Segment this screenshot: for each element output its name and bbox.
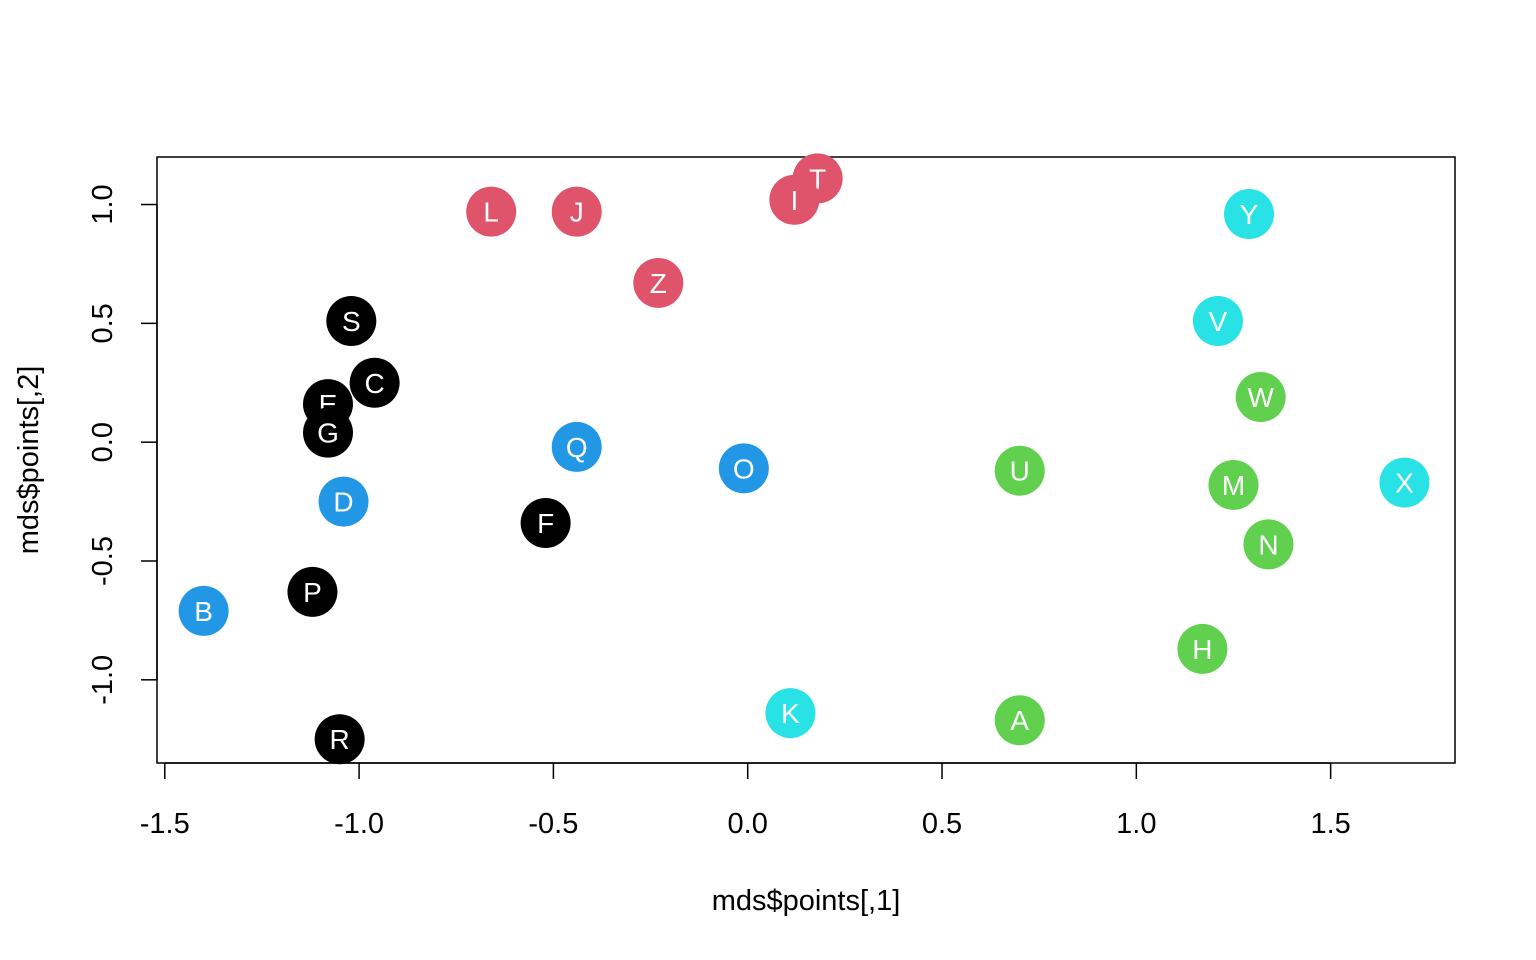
data-point-t: T: [792, 153, 843, 204]
point-marker: [718, 443, 769, 494]
data-point-w: W: [1235, 372, 1286, 423]
data-point-z: Z: [633, 257, 684, 308]
y-tick-label: -0.5: [87, 536, 119, 586]
data-point-g: G: [302, 407, 353, 458]
point-label: R: [330, 724, 350, 755]
point-marker: [1224, 189, 1275, 240]
point-marker: [1177, 623, 1228, 674]
plot-frame: [156, 156, 1456, 764]
data-point-m: M: [1208, 459, 1259, 510]
x-tick-label: -0.5: [528, 808, 578, 840]
point-marker: [1379, 457, 1430, 508]
data-point-u: U: [994, 445, 1045, 496]
point-label: D: [333, 487, 353, 518]
y-axis-title: mds$points[,2]: [13, 366, 45, 555]
point-marker: [765, 688, 816, 739]
point-label: H: [1192, 634, 1212, 665]
point-label: N: [1258, 529, 1278, 560]
point-marker: [466, 186, 517, 237]
point-label: Y: [1240, 199, 1259, 230]
point-label: P: [303, 577, 322, 608]
point-marker: [994, 445, 1045, 496]
data-point-y: Y: [1224, 189, 1275, 240]
point-marker: [1235, 372, 1286, 423]
x-tick-label: 1.5: [1310, 808, 1350, 840]
point-marker: [994, 695, 1045, 746]
y-tick-label: 0.5: [87, 303, 119, 343]
data-point-d: D: [318, 476, 369, 527]
point-marker: [1208, 459, 1259, 510]
point-marker: [520, 497, 571, 548]
point-marker: [1243, 519, 1294, 570]
point-label: T: [809, 163, 826, 194]
y-axis: -1.0 -0.5 0.0 0.5 1.0: [87, 184, 158, 705]
point-marker: [318, 476, 369, 527]
data-point-j: J: [551, 186, 602, 237]
y-tick-label: 1.0: [87, 184, 119, 224]
point-label: K: [781, 698, 800, 729]
point-label: G: [317, 418, 339, 449]
point-label: W: [1247, 382, 1274, 413]
x-axis: -1.5 -1.0 -0.5 0.0 0.5 1.0 1.5: [140, 762, 1351, 840]
data-point-c: C: [349, 357, 400, 408]
x-tick-label: -1.5: [140, 808, 190, 840]
point-label: O: [733, 453, 755, 484]
point-label: Z: [650, 268, 667, 299]
data-point-v: V: [1192, 295, 1243, 346]
data-point-b: B: [178, 585, 229, 636]
data-point-k: K: [765, 688, 816, 739]
point-marker: [287, 566, 338, 617]
point-marker: [551, 421, 602, 472]
data-point-n: N: [1243, 519, 1294, 570]
x-tick-label: -1.0: [334, 808, 384, 840]
x-tick-label: 0.5: [922, 808, 962, 840]
point-label: I: [790, 185, 798, 216]
x-tick-label: 1.0: [1116, 808, 1156, 840]
point-label: J: [570, 197, 584, 228]
point-marker: [349, 357, 400, 408]
y-tick-label: 0.0: [87, 422, 119, 462]
point-label: S: [342, 306, 361, 337]
data-point-s: S: [326, 295, 377, 346]
point-marker: [314, 714, 365, 765]
point-marker: [302, 407, 353, 458]
data-point-q: Q: [551, 421, 602, 472]
point-label: B: [194, 596, 213, 627]
y-tick-label: -1.0: [87, 655, 119, 705]
point-marker: [551, 186, 602, 237]
point-label: C: [365, 368, 385, 399]
point-marker: [633, 257, 684, 308]
data-point-h: H: [1177, 623, 1228, 674]
point-label: U: [1010, 456, 1030, 487]
point-label: L: [483, 197, 499, 228]
point-label: F: [537, 508, 554, 539]
point-label: Q: [566, 432, 588, 463]
data-point-p: P: [287, 566, 338, 617]
data-point-f: F: [520, 497, 571, 548]
point-label: V: [1209, 306, 1228, 337]
point-label: A: [1010, 705, 1029, 736]
x-axis-title: mds$points[,1]: [712, 885, 901, 917]
point-label: M: [1222, 470, 1245, 501]
point-marker: [178, 585, 229, 636]
point-label: X: [1395, 468, 1414, 499]
data-point-l: L: [466, 186, 517, 237]
data-point-x: X: [1379, 457, 1430, 508]
data-point-a: A: [994, 695, 1045, 746]
data-point-r: R: [314, 714, 365, 765]
point-marker: [1192, 295, 1243, 346]
x-tick-label: 0.0: [728, 808, 768, 840]
data-point-o: O: [718, 443, 769, 494]
point-marker: [326, 295, 377, 346]
point-marker: [792, 153, 843, 204]
